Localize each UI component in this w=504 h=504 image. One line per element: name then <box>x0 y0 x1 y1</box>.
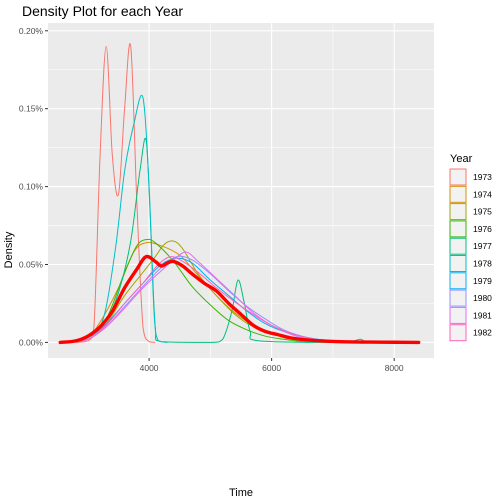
y-tick-label: 0.10% <box>19 182 44 192</box>
legend-key <box>449 306 467 324</box>
legend-label: 1974 <box>473 189 492 199</box>
legend-item-1977: 1977 <box>449 237 492 255</box>
legend-label: 1976 <box>473 224 492 234</box>
legend-key <box>449 272 467 290</box>
chart-title: Density Plot for each Year <box>22 3 183 19</box>
overall-density-layer <box>58 254 421 345</box>
legend-item-1973: 1973 <box>449 168 492 186</box>
y-tick-label: 0.15% <box>19 104 44 114</box>
axis-ticks: 4000 6000 8000 0.00% 0.05% 0.10% 0.15% 0.20% <box>19 26 404 373</box>
density-line-1982 <box>69 256 346 343</box>
legend-key <box>449 185 467 203</box>
legend-item-1974: 1974 <box>449 185 492 203</box>
overall-density-line <box>58 254 421 345</box>
legend-label: 1977 <box>473 241 492 251</box>
legend: Year 1973 1974 1975 1976 1977 1978 1979 1980 198… <box>449 153 492 342</box>
legend-label: 1980 <box>473 293 492 303</box>
legend-item-1979: 1979 <box>449 272 492 290</box>
x-tick-label: 8000 <box>385 363 404 373</box>
legend-item-1981: 1981 <box>449 306 492 324</box>
legend-key <box>449 220 467 238</box>
legend-label: 1982 <box>473 328 492 338</box>
legend-item-1975: 1975 <box>449 203 492 221</box>
y-tick-label: 0.05% <box>19 260 44 270</box>
legend-key <box>449 255 467 272</box>
legend-key <box>449 168 467 186</box>
legend-item-1976: 1976 <box>449 220 492 238</box>
legend-key <box>449 324 467 342</box>
y-axis-title: Density <box>3 231 15 268</box>
legend-label: 1973 <box>473 172 492 182</box>
legend-item-1980: 1980 <box>449 289 492 307</box>
density-line-1973 <box>75 43 156 343</box>
legend-key <box>449 203 467 221</box>
legend-label: 1975 <box>473 207 492 217</box>
y-tick-label: 0.00% <box>19 337 44 347</box>
x-tick-label: 4000 <box>140 363 159 373</box>
legend-title: Year <box>450 153 473 165</box>
density-line-1980 <box>69 255 358 343</box>
legend-label: 1978 <box>473 259 492 269</box>
legend-label: 1979 <box>473 276 492 286</box>
x-tick-label: 6000 <box>262 363 281 373</box>
legend-key <box>449 237 467 255</box>
x-axis-title: Time <box>229 487 253 499</box>
y-tick-label: 0.20% <box>19 26 44 36</box>
legend-item-1978: 1978 <box>449 255 492 272</box>
legend-key <box>449 289 467 307</box>
legend-item-1982: 1982 <box>449 324 492 342</box>
legend-label: 1981 <box>473 310 492 320</box>
